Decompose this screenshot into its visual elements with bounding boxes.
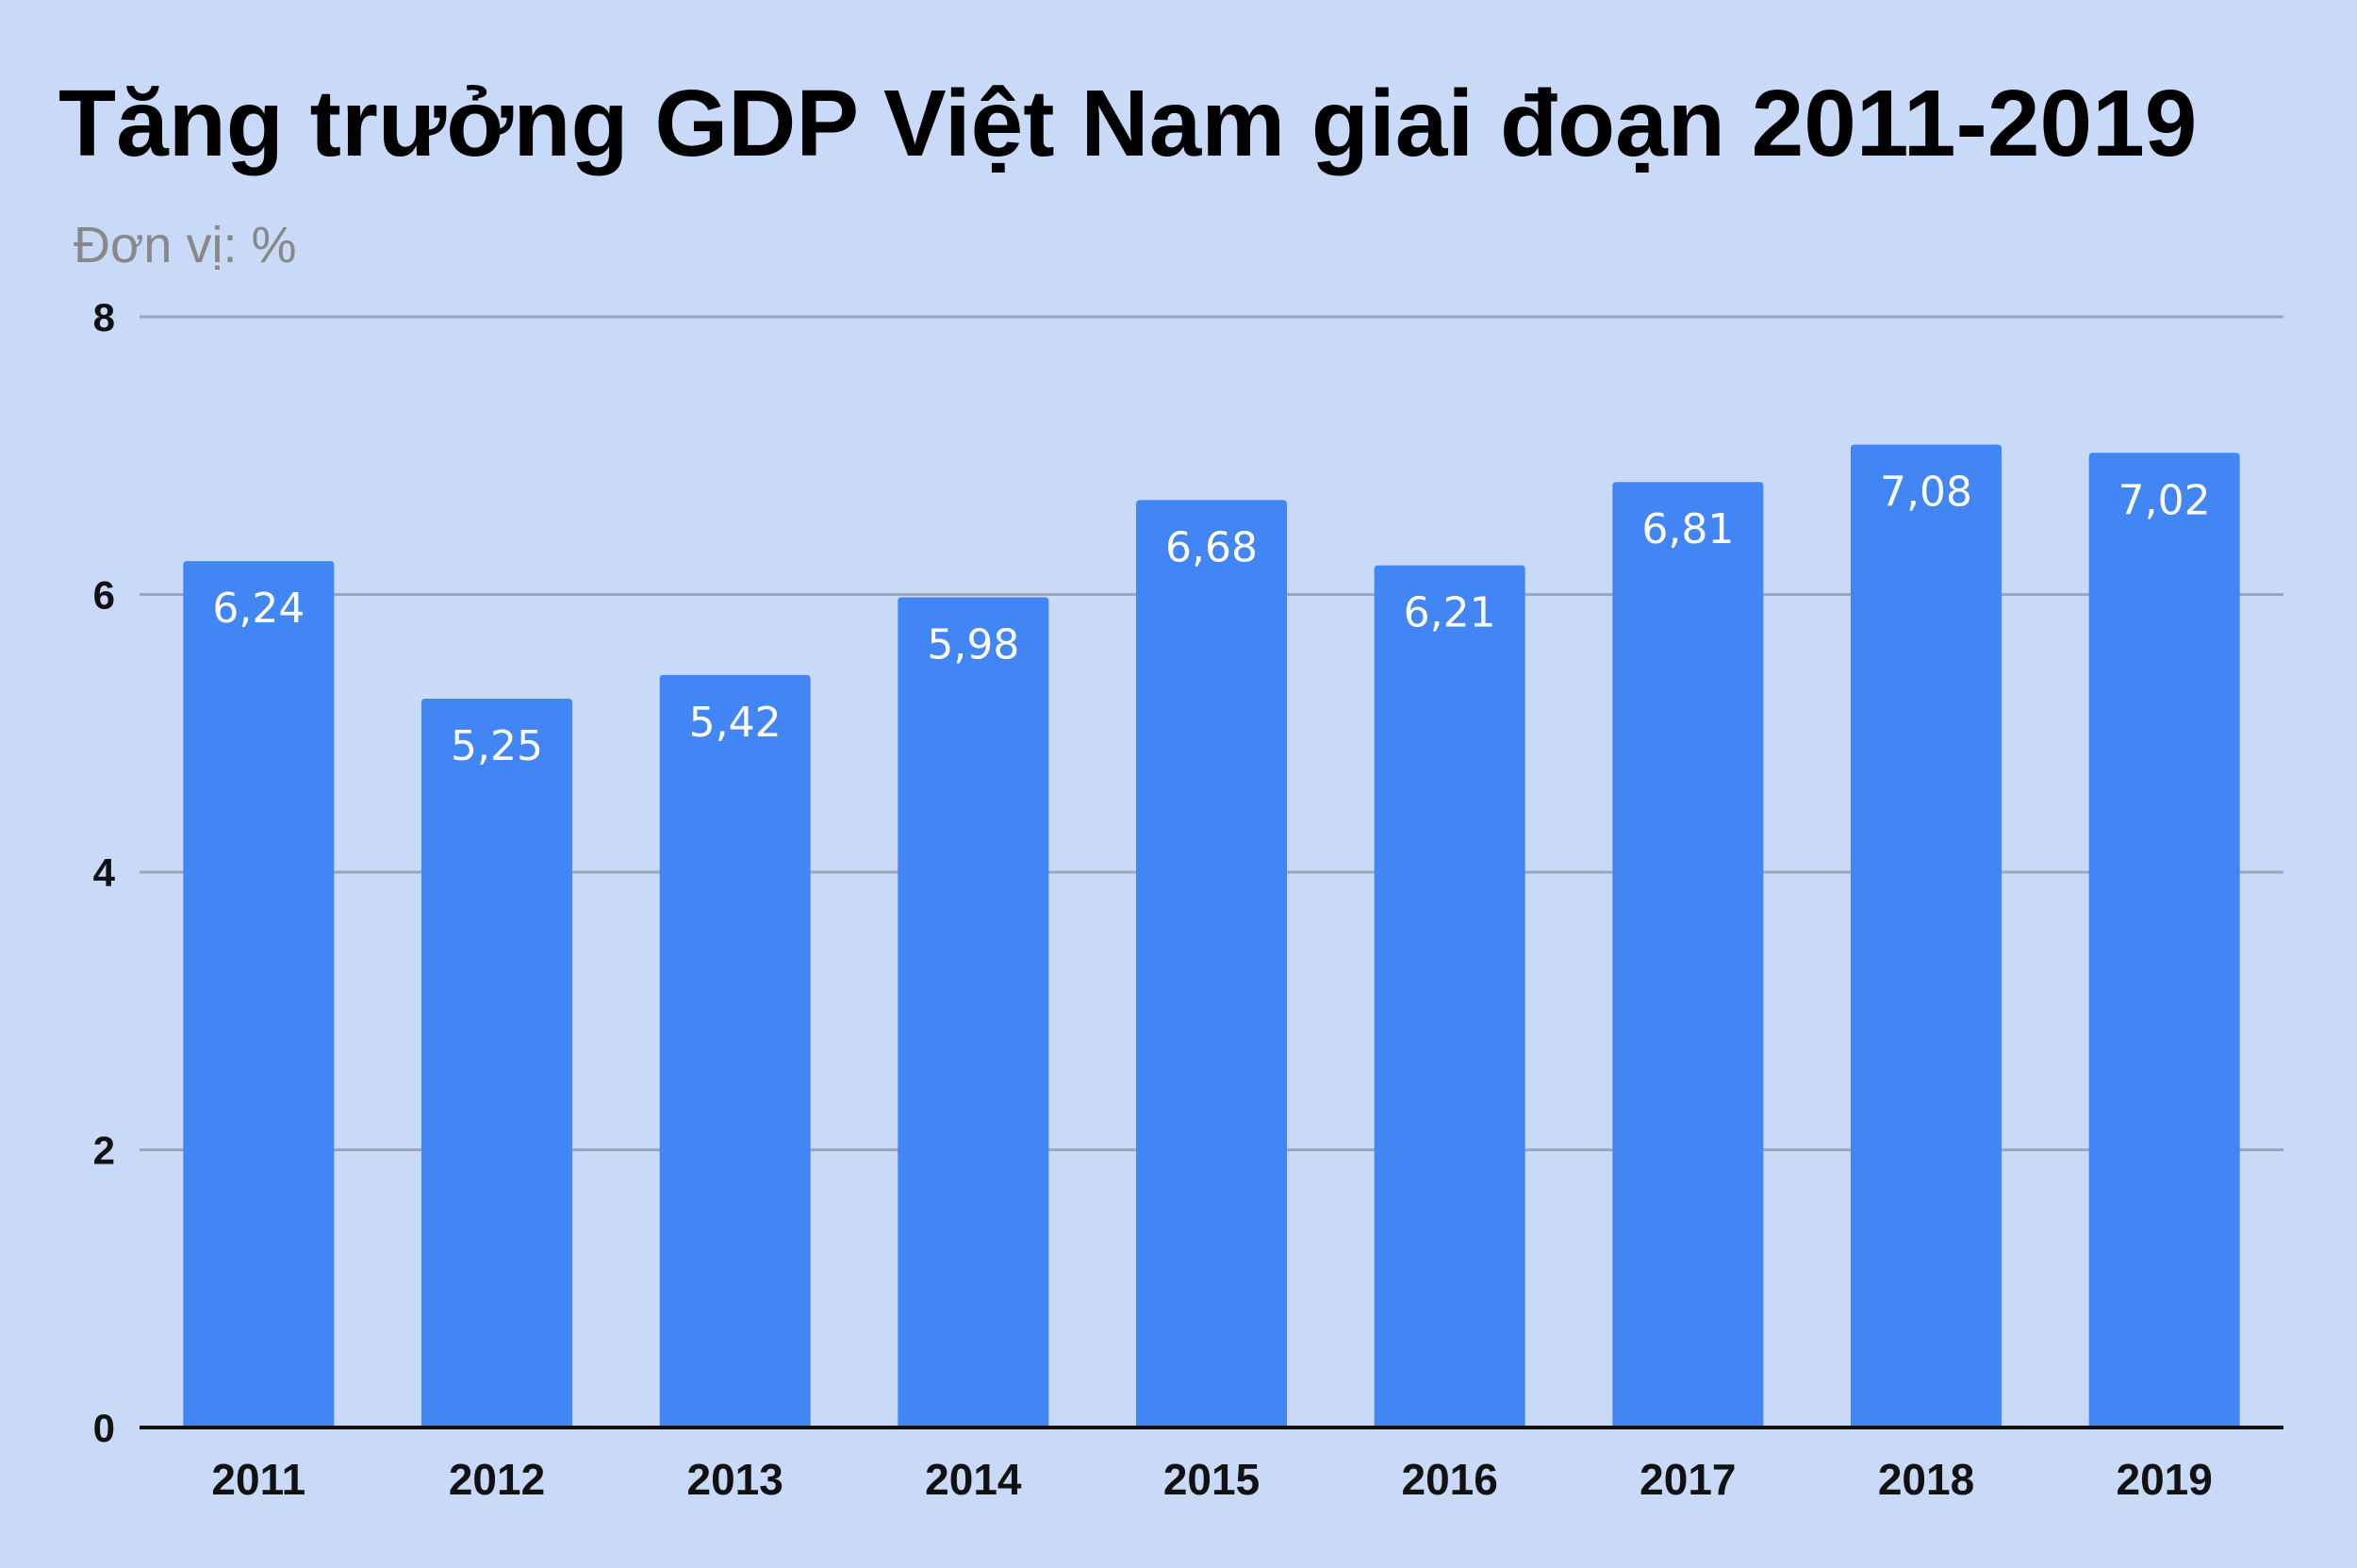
chart-title: Tăng trưởng GDP Việt Nam giai đoạn 2011-…	[58, 71, 2197, 176]
bar-data-label: 7,08	[1880, 468, 1972, 516]
bar	[2088, 453, 2240, 1428]
bar-data-label: 6,24	[212, 585, 305, 633]
y-tick-label: 8	[93, 295, 115, 339]
bar	[1136, 500, 1287, 1428]
y-tick-label: 6	[93, 573, 115, 618]
x-tick-label: 2011	[211, 1455, 305, 1504]
bar-data-label: 6,21	[1404, 589, 1496, 637]
bar-data-label: 5,98	[927, 620, 1019, 668]
chart-unit-subtitle: Đơn vị: %	[74, 217, 296, 273]
bar-data-label: 7,02	[2118, 476, 2211, 524]
bar-data-label: 6,81	[1641, 505, 1734, 553]
bar-data-label: 5,25	[451, 722, 543, 770]
bar-data-labels: 6,24 5,25 5,42 5,98 6,68 6,21 6,81 7,08 7,02	[212, 468, 2210, 769]
x-tick-label: 2015	[1163, 1455, 1260, 1504]
y-axis-tick-labels: 0 2 4 6 8	[93, 295, 116, 1450]
x-tick-label: 2017	[1640, 1455, 1736, 1504]
bar-data-label: 5,42	[689, 699, 782, 747]
bar	[421, 698, 572, 1428]
x-tick-label: 2013	[686, 1455, 783, 1504]
y-tick-label: 4	[93, 850, 116, 895]
bar	[183, 561, 335, 1428]
x-tick-label: 2018	[1878, 1455, 1974, 1504]
bar-series	[183, 444, 2240, 1428]
x-tick-label: 2012	[449, 1455, 545, 1504]
bar	[898, 597, 1049, 1428]
x-tick-label: 2019	[2116, 1455, 2212, 1504]
bar	[1612, 482, 1764, 1428]
x-tick-label: 2016	[1401, 1455, 1497, 1504]
y-tick-label: 2	[93, 1129, 115, 1173]
bar	[659, 674, 811, 1428]
bar-data-label: 6,68	[1165, 523, 1258, 571]
y-tick-label: 0	[93, 1406, 115, 1450]
bar	[1374, 565, 1525, 1428]
x-axis-tick-labels: 2011 2012 2013 2014 2015 2016 2017 2018 2019	[211, 1455, 2212, 1504]
x-tick-label: 2014	[925, 1455, 1022, 1504]
bar	[1851, 444, 2002, 1428]
